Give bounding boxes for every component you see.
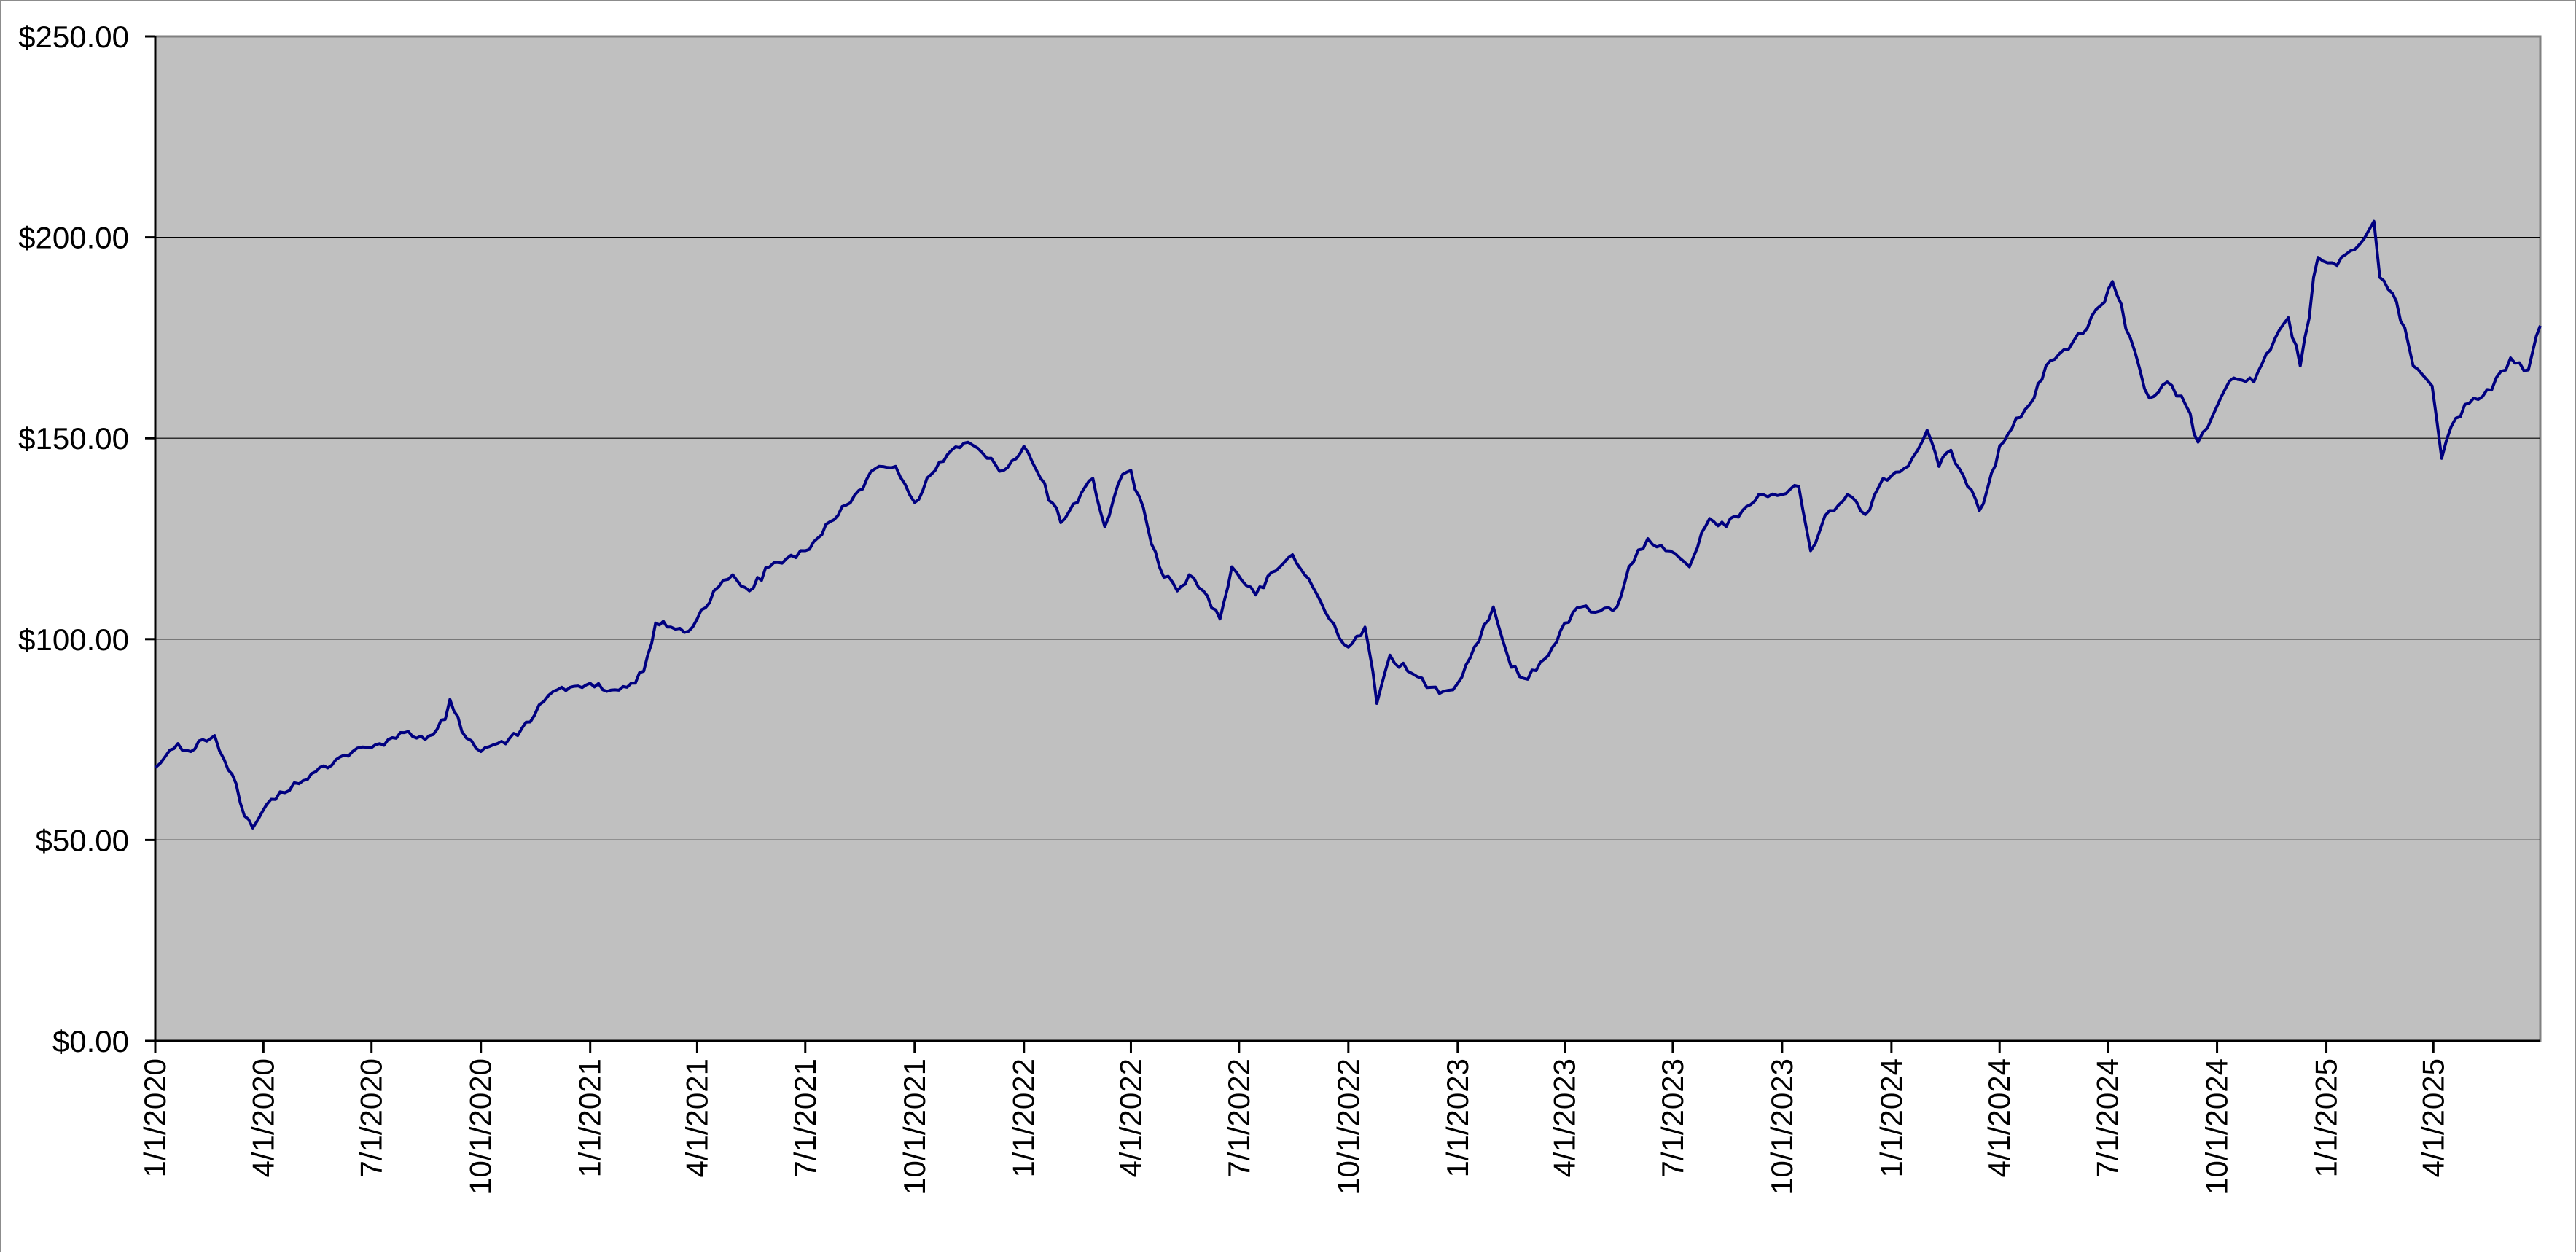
x-tick-label: 7/1/2021	[788, 1058, 822, 1178]
y-tick-label: $0.00	[52, 1024, 129, 1058]
y-tick-label: $200.00	[18, 221, 129, 255]
x-tick-label: 4/1/2023	[1547, 1058, 1582, 1178]
x-tick-label: 10/1/2022	[1331, 1058, 1365, 1195]
y-tick-label: $50.00	[36, 823, 129, 857]
x-tick-label: 1/1/2022	[1007, 1058, 1041, 1178]
x-tick-label: 7/1/2022	[1222, 1058, 1256, 1178]
x-tick-label: 4/1/2024	[1982, 1058, 2016, 1178]
series-layer	[154, 219, 2542, 830]
plot-area	[154, 35, 2542, 1042]
x-tick-label: 7/1/2023	[1655, 1058, 1690, 1178]
x-tick-label: 4/1/2022	[1113, 1058, 1147, 1178]
y-axis: $0.00 $50.00 $100.00 $150.00 $200.00 $250.00	[18, 20, 157, 1058]
x-tick-label: 1/1/2024	[1874, 1058, 1908, 1178]
gridlines	[155, 237, 2540, 841]
x-tick-label: 1/1/2023	[1440, 1058, 1475, 1178]
x-tick-label: 7/1/2020	[354, 1058, 389, 1178]
x-axis: 1/1/2020 4/1/2020 7/1/2020 10/1/2020 1/1/202…	[138, 1039, 2540, 1195]
x-tick-label: 10/1/2023	[1765, 1058, 1799, 1195]
x-tick-label: 10/1/2021	[897, 1058, 932, 1195]
x-tick-label: 4/1/2021	[679, 1058, 714, 1178]
x-tick-label: 10/1/2020	[464, 1058, 498, 1195]
x-tick-label: 1/1/2021	[573, 1058, 607, 1178]
x-tick-label: 10/1/2024	[2200, 1058, 2234, 1195]
x-tick-label: 4/1/2025	[2416, 1058, 2450, 1178]
y-tick-label: $100.00	[18, 622, 129, 657]
y-tick-label: $250.00	[18, 20, 129, 54]
y-tick-label: $150.00	[18, 421, 129, 456]
series-line	[154, 219, 2542, 830]
x-tick-label: 7/1/2024	[2091, 1058, 2125, 1178]
x-tick-label: 1/1/2025	[2309, 1058, 2343, 1178]
x-tick-label: 4/1/2020	[246, 1058, 280, 1178]
x-tick-label: 1/1/2020	[138, 1058, 172, 1178]
